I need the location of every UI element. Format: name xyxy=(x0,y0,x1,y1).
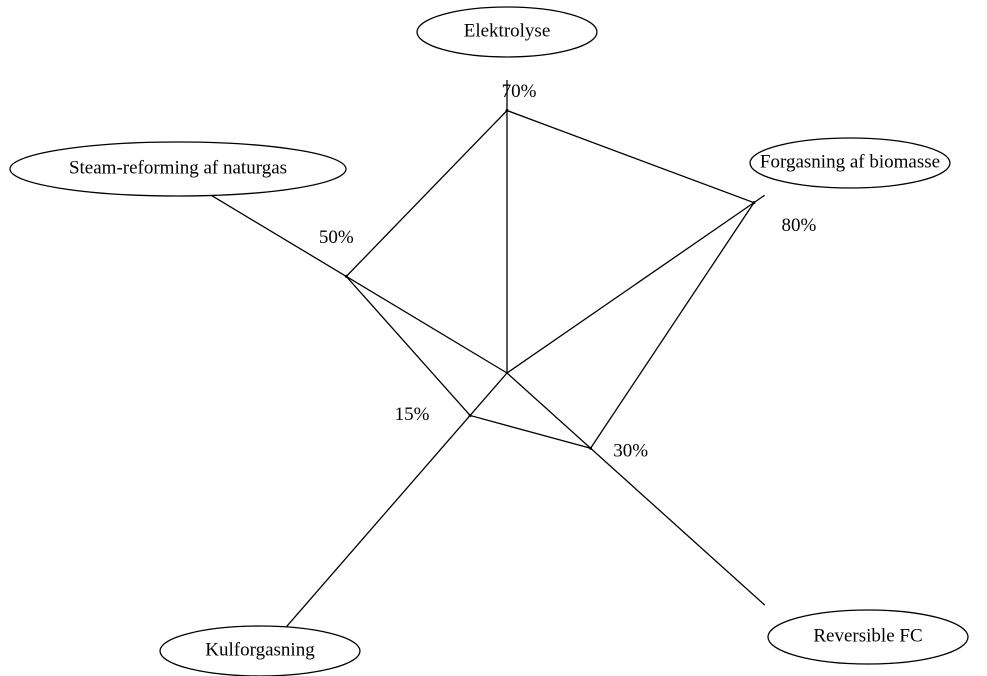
category-label: Forgasning af biomasse xyxy=(760,151,940,172)
value-label: 50% xyxy=(319,227,354,248)
value-label: 30% xyxy=(613,441,648,462)
category-label: Steam-reforming af naturgas xyxy=(69,157,287,178)
category-ellipse xyxy=(9,141,347,197)
data-point xyxy=(752,201,756,205)
axis-line xyxy=(263,372,508,653)
data-point xyxy=(589,446,593,450)
value-label: 15% xyxy=(395,404,430,425)
axis-line xyxy=(210,194,508,374)
value-label: 70% xyxy=(502,81,537,102)
value-label: 80% xyxy=(782,215,817,236)
category-label: Kulforgasning xyxy=(205,639,315,660)
category-ellipse xyxy=(749,137,951,189)
data-point xyxy=(344,274,348,278)
category-ellipse xyxy=(416,6,598,58)
data-point xyxy=(505,109,509,112)
category-ellipse xyxy=(159,625,361,676)
category-ellipse xyxy=(767,609,969,665)
data-point xyxy=(468,413,472,417)
category-label: Elektrolyse xyxy=(464,20,551,41)
radar-area xyxy=(345,109,755,450)
axis-line xyxy=(506,372,766,606)
category-label: Reversible FC xyxy=(813,625,922,646)
axis-line xyxy=(506,194,766,374)
